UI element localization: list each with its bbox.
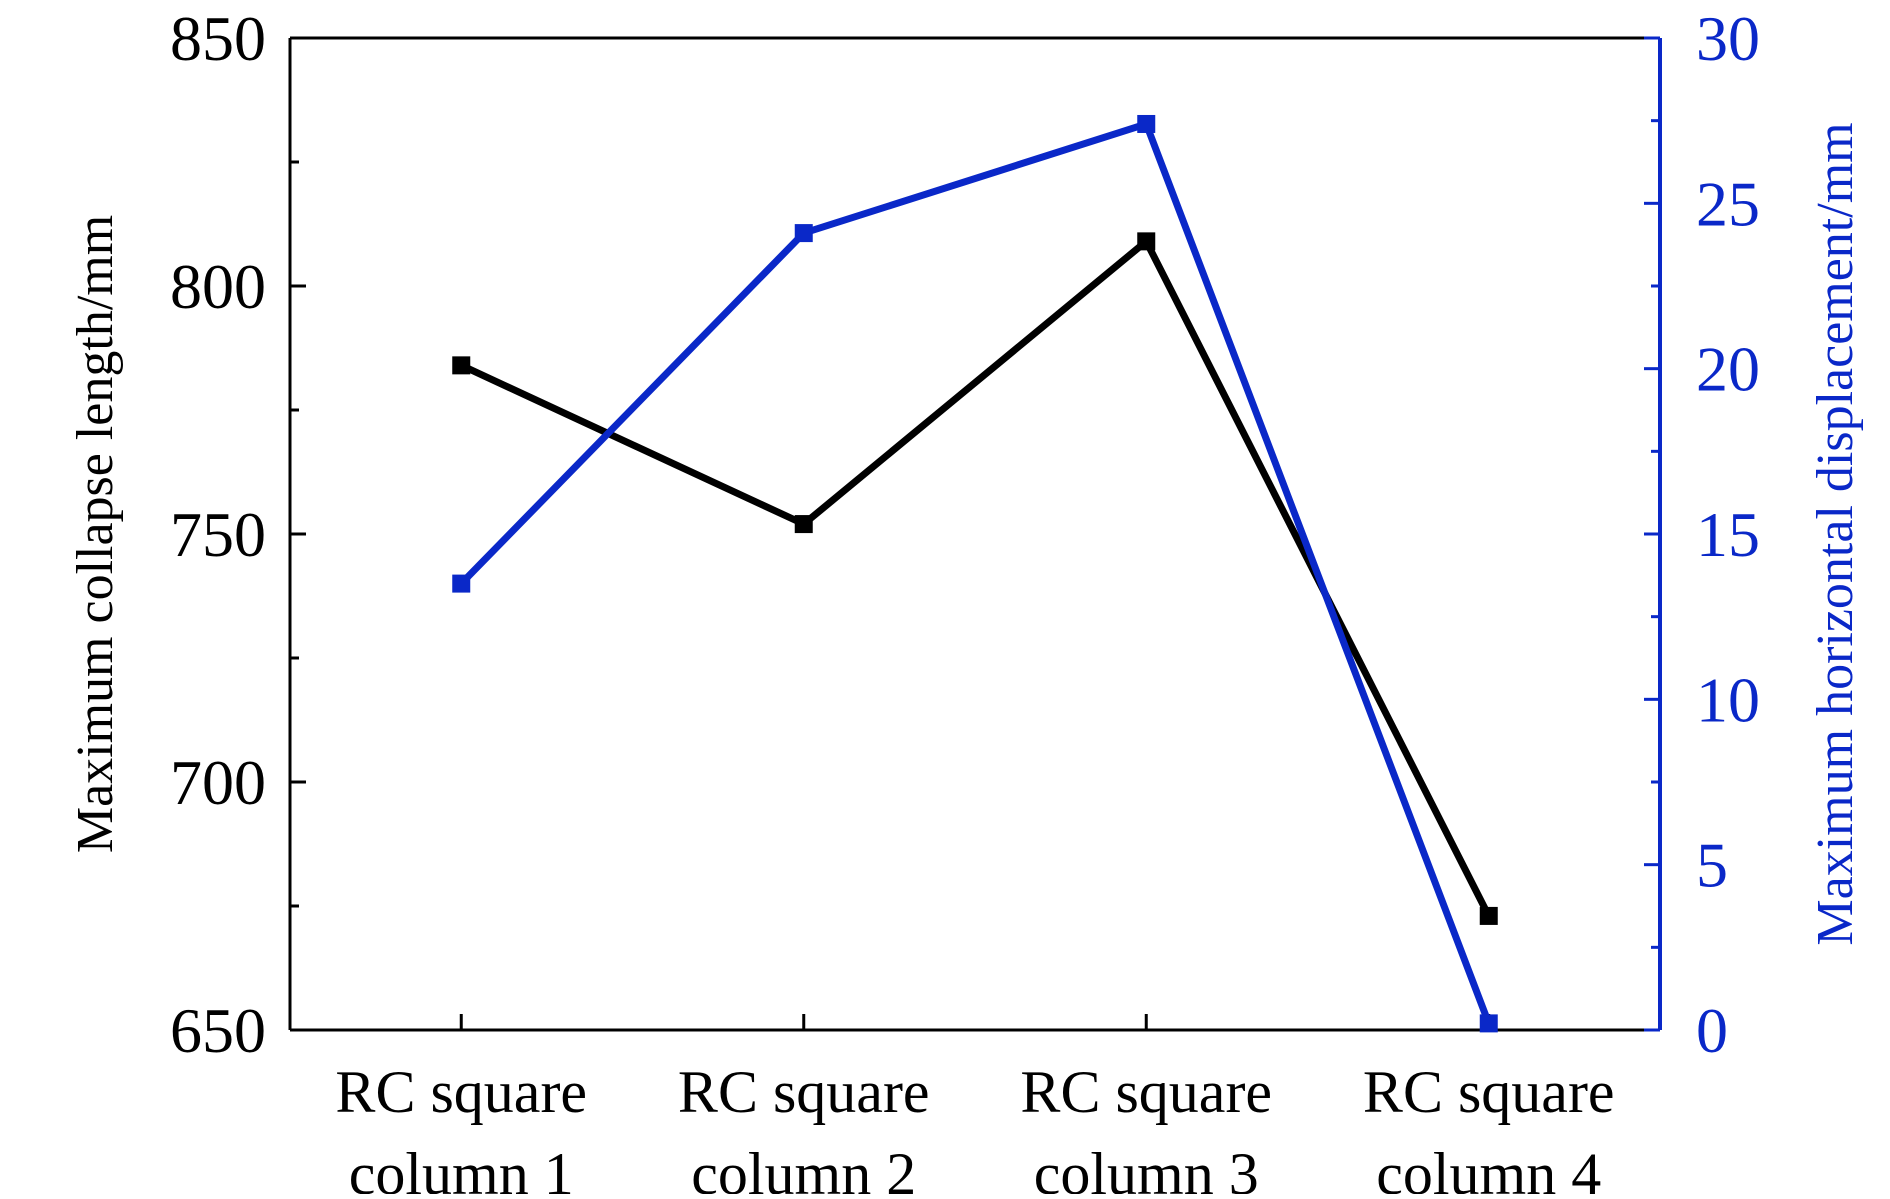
- x-category-label: column 3: [1034, 1141, 1259, 1194]
- right-y-tick-label: 5: [1696, 830, 1728, 901]
- right-y-tick-label: 20: [1696, 334, 1760, 405]
- series-1-line: [459, 235, 1492, 918]
- x-category-label: RC square: [335, 1059, 587, 1125]
- right-y-tick-label: 30: [1696, 3, 1760, 74]
- series-1-marker: [452, 356, 471, 375]
- series-1-marker: [1479, 906, 1498, 925]
- series-2-marker: [1479, 1014, 1498, 1033]
- left-y-tick-label: 700: [170, 747, 266, 818]
- x-category-label: column 4: [1376, 1141, 1601, 1194]
- series-2-marker: [794, 224, 813, 243]
- left-y-tick-label: 800: [170, 251, 266, 322]
- right-y-tick-label: 25: [1696, 168, 1760, 239]
- left-y-tick-label: 750: [170, 499, 266, 570]
- left-y-tick-label: 850: [170, 3, 266, 74]
- right-y-tick-label: 15: [1696, 499, 1760, 570]
- left-y-tick-label: 650: [170, 995, 266, 1066]
- series-1-marker: [794, 515, 813, 534]
- x-category-label: column 2: [691, 1141, 916, 1194]
- x-category-label: RC square: [1363, 1059, 1615, 1125]
- x-category-label: column 1: [349, 1141, 574, 1194]
- series-2-marker: [452, 574, 471, 593]
- right-y-tick-label: 10: [1696, 664, 1760, 735]
- right-y-axis-title: Maximum horizontal displacement/mm: [1807, 122, 1864, 945]
- series-1-marker: [1137, 232, 1156, 251]
- series-2-marker: [1137, 114, 1156, 133]
- x-category-label: RC square: [1020, 1059, 1272, 1125]
- left-y-axis-title: Maximum collapse length/mm: [67, 215, 124, 853]
- series-2-line: [458, 119, 1493, 1025]
- x-category-label: RC square: [678, 1059, 930, 1125]
- right-y-tick-label: 0: [1696, 995, 1728, 1066]
